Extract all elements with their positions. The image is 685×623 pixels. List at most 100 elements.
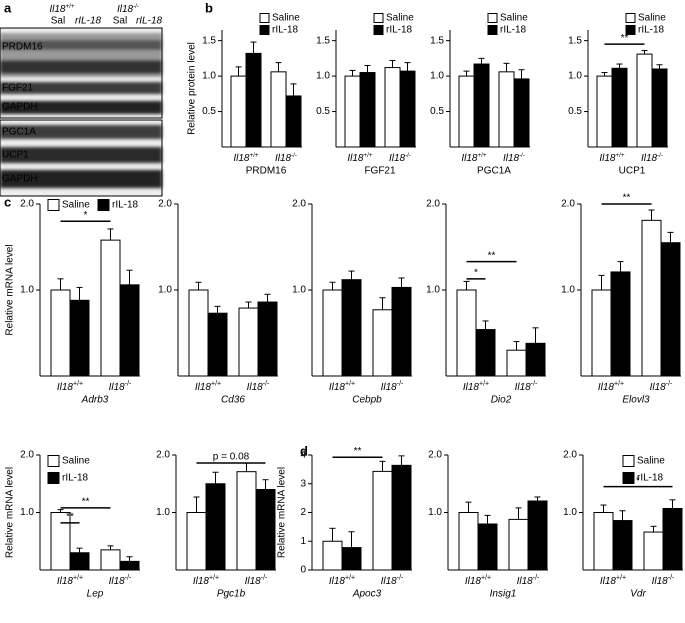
panel-letter: c: [4, 194, 11, 209]
bar: [270, 71, 287, 148]
x-tick-label: Il18-/-: [503, 152, 525, 164]
y-tick-label: 2.0: [428, 450, 442, 461]
bar: [610, 271, 631, 377]
significance-label: *: [84, 210, 88, 221]
chart: 1.0 2.0 Il18+/+ Il18-/- Vdr * Saline rIL-18: [563, 450, 683, 600]
y-tick-label: 1.0: [568, 71, 582, 82]
y-tick-label: 1.0: [430, 71, 444, 82]
bar: [119, 560, 140, 571]
legend-label: Saline: [638, 13, 666, 24]
x-tick-label: Il18+/+: [347, 152, 373, 164]
y-tick-label: 2.0: [20, 450, 34, 461]
y-axis-label: Relative mRNA level: [277, 467, 288, 558]
bar: [506, 349, 527, 377]
bar: [257, 301, 278, 377]
bar: [100, 549, 121, 571]
y-tick-label: 1.5: [568, 35, 582, 46]
bar: [593, 512, 614, 571]
treatment-label: rIL-18: [136, 16, 163, 27]
legend-swatch: [487, 13, 498, 23]
bar: [399, 70, 416, 148]
significance-label: *: [636, 475, 640, 486]
bar: [641, 219, 662, 377]
bar: [513, 78, 530, 148]
y-axis-label: Relative protein level: [187, 42, 198, 135]
legend-swatch: [47, 472, 60, 484]
y-axis-label: Relative mRNA level: [5, 244, 16, 335]
x-axis-label: UCP1: [619, 166, 646, 177]
significance-label: *: [474, 267, 478, 278]
x-tick-label: Il18-/-: [515, 380, 538, 392]
y-tick-label: 1.0: [158, 285, 172, 296]
bar: [660, 242, 681, 377]
chart: 0.5 1.0 1.5 Il18+/+ Il18-/- PRDM16 Relative pr…: [187, 13, 302, 177]
bar: [508, 518, 529, 571]
x-axis-label: PRDM16: [246, 166, 287, 177]
legend-label: rIL-18: [386, 25, 413, 36]
x-axis-label: Dio2: [491, 395, 512, 406]
significance-label: **: [488, 250, 496, 261]
significance-label: **: [354, 446, 362, 457]
x-axis-label: Pgc1b: [217, 589, 246, 600]
chart: 0.5 1.0 1.5 Il18+/+ Il18-/- UCP1 ** SalinerIL-1…: [568, 13, 668, 177]
legend-swatch: [373, 13, 384, 23]
y-tick-label: 2.0: [292, 199, 306, 210]
bar: [341, 547, 362, 571]
legend-swatch: [487, 25, 498, 35]
legend-label: rIL-18: [637, 473, 664, 484]
legend-label: rIL-18: [112, 200, 139, 211]
x-tick-label: Il18+/+: [233, 152, 259, 164]
chart: 1.0 2.0 Il18+/+ Il18-/-Insig1: [428, 450, 548, 600]
bar: [458, 512, 479, 571]
y-tick-label: 2.0: [156, 450, 170, 461]
bar: [236, 471, 257, 571]
y-tick-label: 4: [300, 450, 306, 461]
y-tick-label: 2.0: [426, 199, 440, 210]
bar: [636, 53, 653, 148]
x-axis-label: Elovl3: [622, 395, 650, 406]
bar: [322, 289, 343, 377]
x-tick-label: Il18+/+: [465, 574, 491, 586]
y-tick-label: 2.0: [20, 199, 34, 210]
x-tick-label: Il18-/-: [381, 574, 404, 586]
significance-label: **: [82, 497, 90, 508]
y-tick-label: 2.0: [158, 199, 172, 210]
bar: [207, 312, 228, 377]
x-tick-label: Il18-/-: [650, 380, 673, 392]
blot: Il18+/+ Il18-/-Sal rIL-18 Sal rIL-18PRDM16FG…: [0, 3, 163, 197]
x-tick-label: Il18+/+: [195, 380, 221, 392]
x-tick-label: Il18+/+: [463, 380, 489, 392]
protein-label: GAPDH: [2, 102, 38, 113]
x-tick-label: Il18+/+: [600, 574, 626, 586]
legend-label: Saline: [62, 456, 90, 467]
bar: [359, 72, 376, 148]
protein-label: UCP1: [2, 150, 29, 161]
treatment-label: Sal: [51, 16, 65, 27]
x-tick-label: Il18-/-: [381, 380, 404, 392]
chart: 1.0 2.0 Il18+/+ Il18-/- Cebpb: [292, 199, 412, 406]
y-tick-label: 1.0: [20, 285, 34, 296]
legend-swatch: [259, 25, 270, 35]
y-tick-label: 1.5: [430, 35, 444, 46]
bar: [651, 68, 668, 148]
x-tick-label: Il18-/-: [652, 574, 675, 586]
chart: 0 1 2 3 4 Il18+/+ Il18-/- Apoc3 Relative mRNA le…: [277, 446, 412, 600]
panel-letter: b: [205, 0, 213, 15]
x-tick-label: Il18-/-: [517, 574, 540, 586]
bar: [245, 52, 262, 148]
y-tick-label: 2.0: [561, 199, 575, 210]
y-tick-label: 1.0: [292, 285, 306, 296]
y-axis-label: Relative mRNA level: [5, 467, 16, 558]
bar: [391, 464, 412, 571]
protein-label: FGF21: [2, 83, 34, 94]
bar: [119, 284, 140, 377]
bar: [643, 531, 664, 571]
protein-label: PGC1A: [2, 127, 36, 138]
x-axis-label: PGC1A: [477, 166, 511, 177]
chart: 1.0 2.0 Il18+/+ Il18-/-Cd36: [158, 199, 278, 406]
x-axis-label: Insig1: [490, 589, 517, 600]
significance-label: **: [621, 33, 629, 44]
bar: [662, 507, 683, 571]
legend-label: Saline: [272, 13, 300, 24]
